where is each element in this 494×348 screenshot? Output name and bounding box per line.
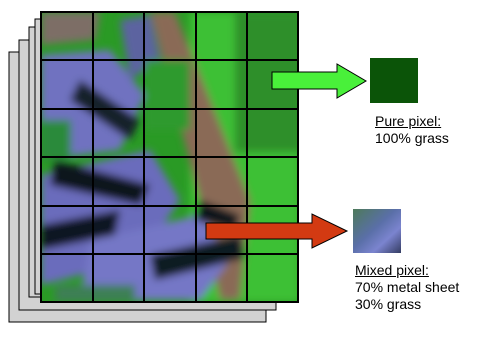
- satellite-image: [41, 12, 298, 302]
- mixed-pixel-line1: 70% metal sheet: [355, 279, 460, 295]
- pure-pixel-arrow: [271, 63, 367, 99]
- image-border: [40, 11, 299, 303]
- mixed-pixel-label: Mixed pixel: 70% metal sheet 30% grass: [355, 262, 459, 313]
- mixed-pixel-line2: 30% grass: [355, 296, 422, 312]
- pixel-grid: [41, 12, 298, 302]
- mixed-pixel-arrow: [205, 213, 349, 249]
- mixed-pixel-swatch: [353, 209, 401, 253]
- pure-pixel-heading: Pure pixel:: [375, 113, 442, 129]
- pure-pixel-label: Pure pixel: 100% grass: [375, 113, 449, 147]
- pure-pixel-swatch: [370, 58, 418, 103]
- mixed-pixel-heading: Mixed pixel:: [355, 262, 429, 278]
- pure-pixel-line1: 100% grass: [375, 130, 449, 146]
